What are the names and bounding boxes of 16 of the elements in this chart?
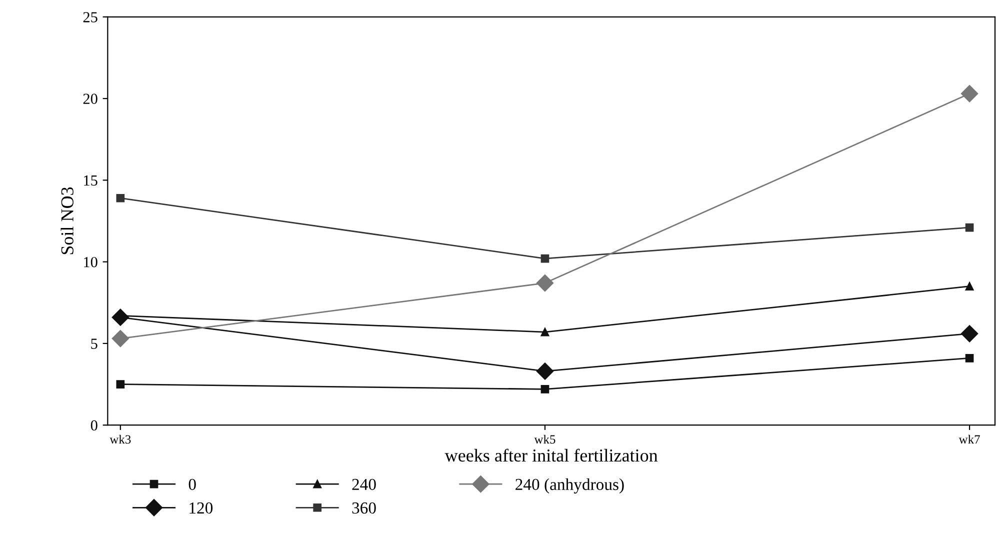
legend-label: 120 (190, 502, 213, 514)
x-tick-label: wk7 (958, 434, 980, 444)
y-tick-label: 0 (90, 420, 98, 431)
legend-label: 360 (352, 502, 376, 514)
legend-label: 240 (352, 478, 376, 490)
legend-label: 240 (anhydrous) (516, 478, 624, 494)
y-tick-label: 25 (83, 12, 98, 22)
y-tick-label: 5 (91, 338, 98, 349)
y-tick-label: 15 (84, 175, 98, 186)
x-tick-label: wk5 (534, 434, 556, 444)
x-axis-title: weeks after inital fertilization (444, 448, 658, 462)
y-axis-title: Soil NO3 (60, 187, 74, 254)
x-tick-label: wk3 (110, 434, 131, 444)
y-tick-label: 20 (83, 94, 98, 104)
legend-label: 0 (188, 478, 196, 490)
y-tick-label: 10 (84, 256, 98, 268)
